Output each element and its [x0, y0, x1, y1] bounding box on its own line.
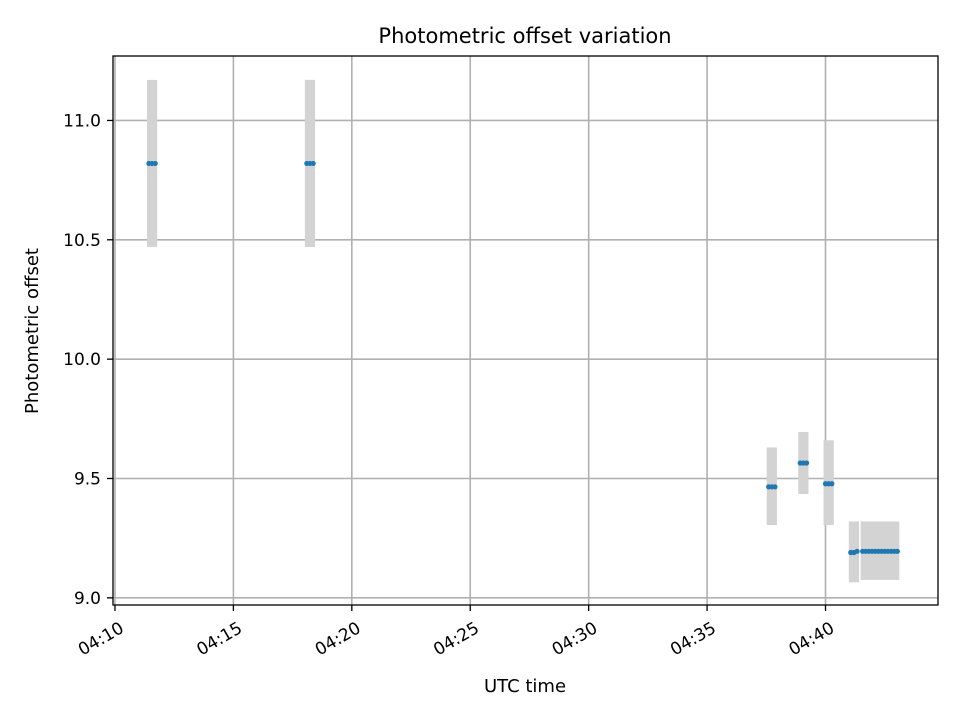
- data-point: [772, 484, 778, 490]
- grid-layer: [113, 56, 938, 605]
- data-point: [803, 460, 810, 466]
- data-point: [829, 481, 835, 487]
- point-layer: [146, 160, 900, 556]
- plot-frame: [112, 55, 939, 606]
- y-tick-label: 11.0: [63, 111, 101, 131]
- x-axis-label: UTC time: [484, 676, 566, 697]
- chart-title: Photometric offset variation: [378, 24, 671, 48]
- y-tick-label: 9.0: [74, 589, 101, 609]
- data-point: [894, 548, 900, 554]
- y-tick-label: 9.5: [74, 469, 101, 489]
- data-point: [854, 548, 860, 554]
- y-axis-label: Photometric offset: [22, 248, 43, 414]
- y-tick-label: 10.0: [63, 350, 101, 370]
- data-point: [152, 160, 158, 167]
- y-tick-label: 10.5: [63, 231, 101, 251]
- data-point: [310, 160, 316, 167]
